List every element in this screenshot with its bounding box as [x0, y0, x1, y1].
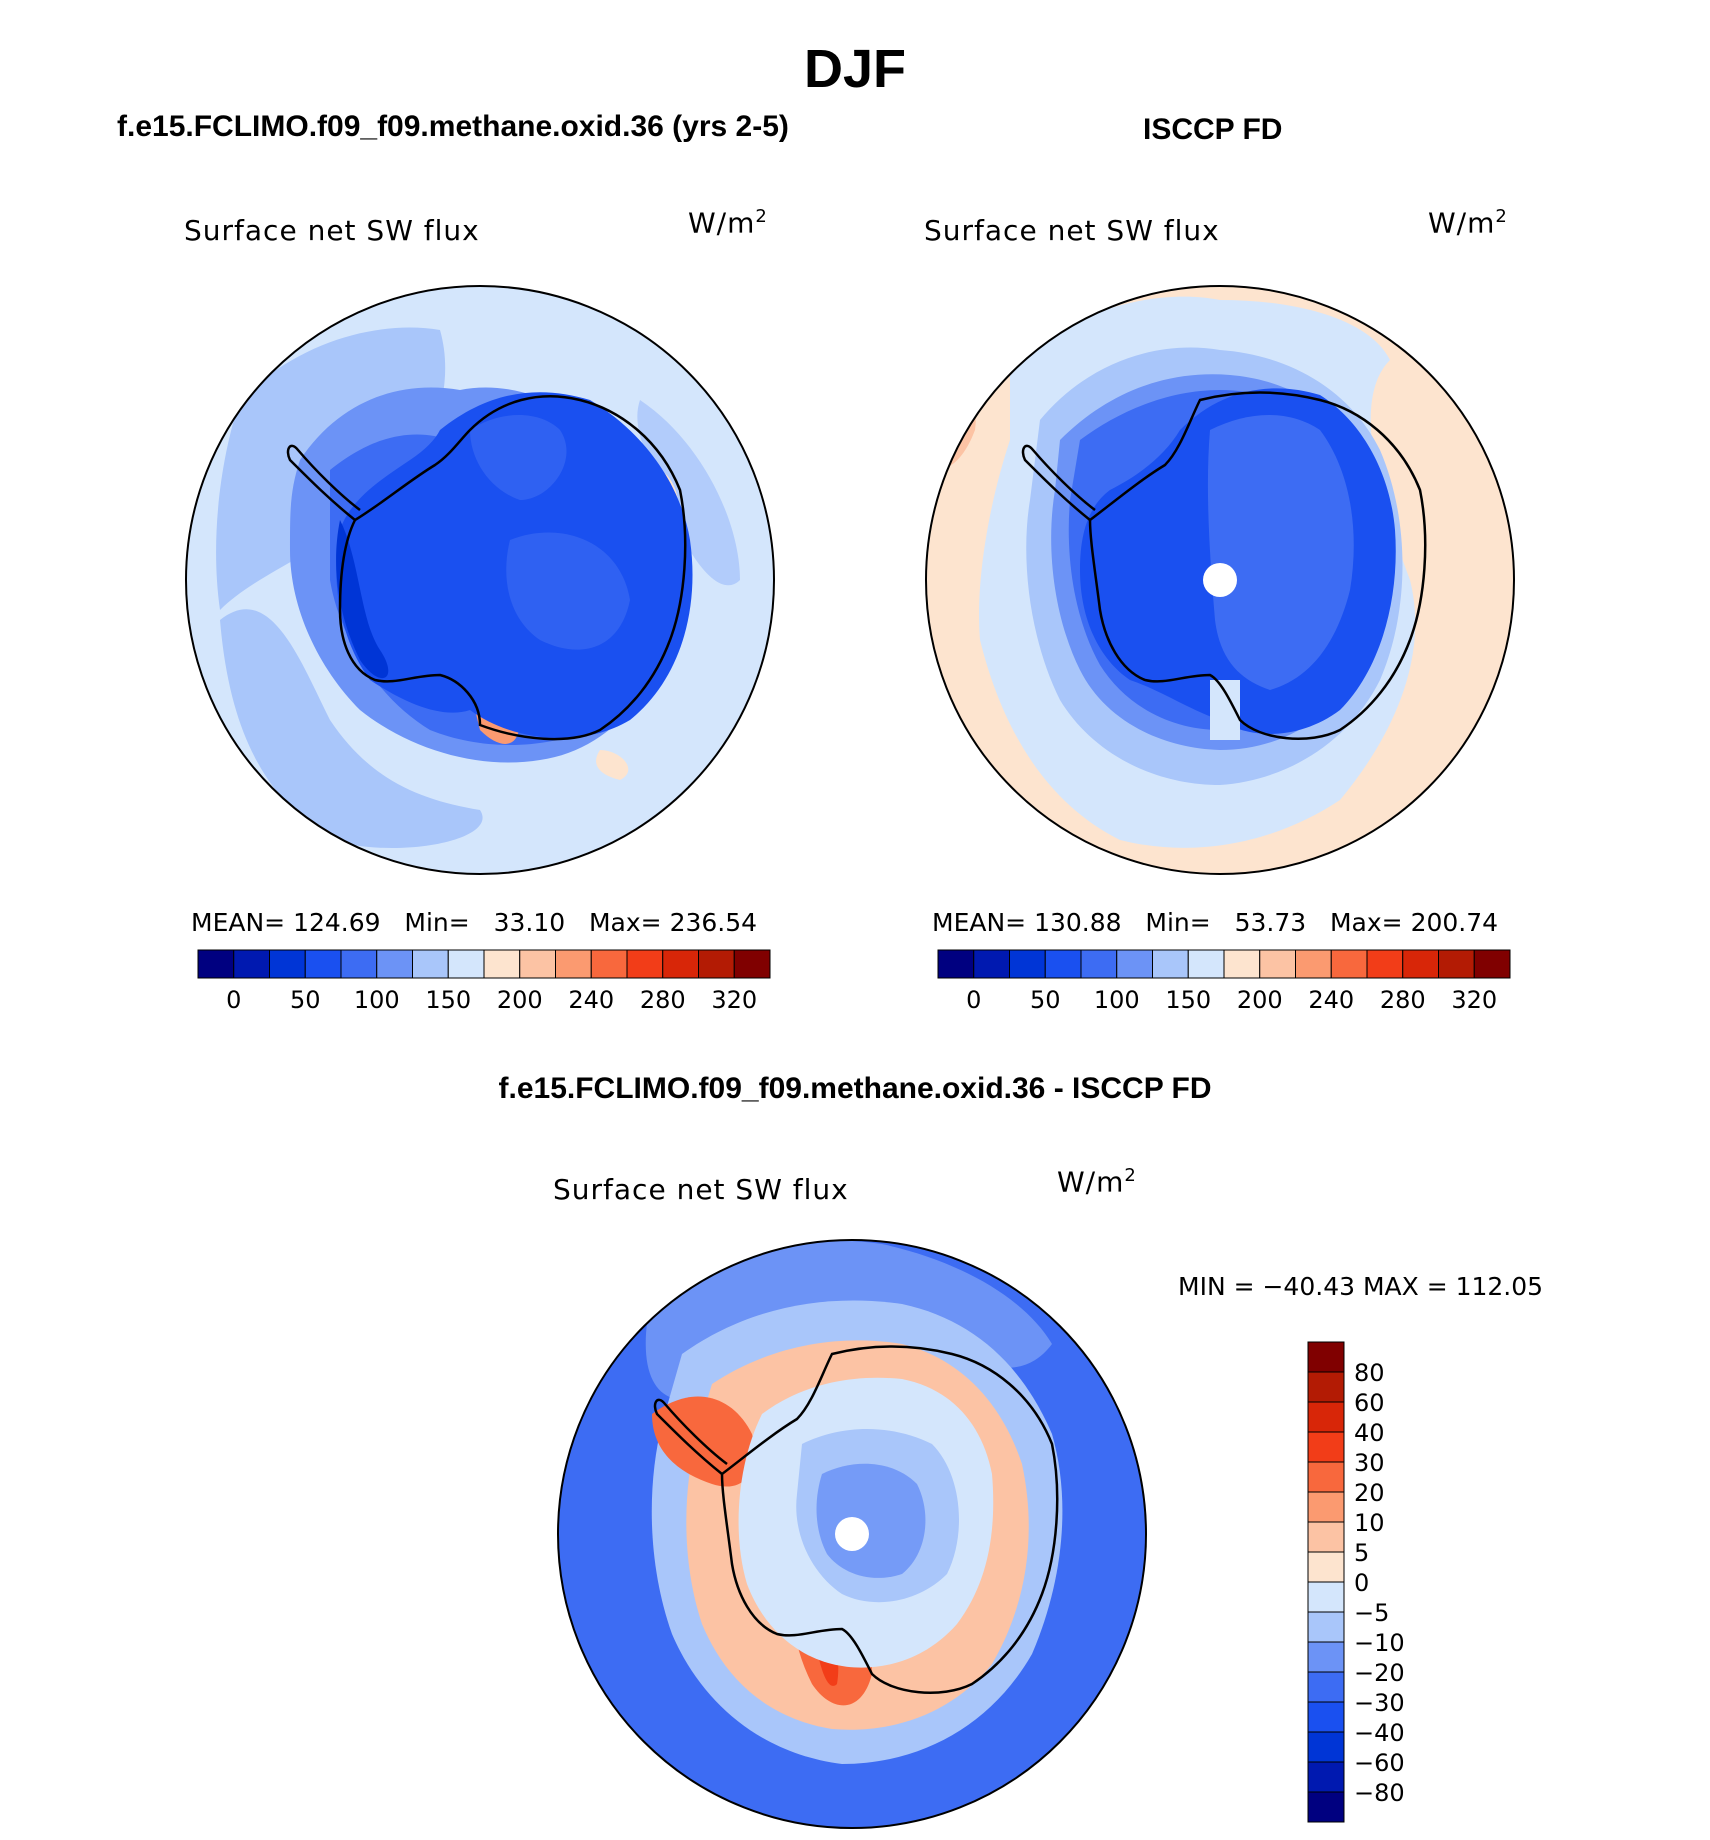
colorbar-tick-label: 100 — [1094, 986, 1140, 1014]
colorbar-swatch — [1307, 1641, 1345, 1673]
diff-stats: MIN = −40.43 MAX = 112.05 — [1178, 1272, 1544, 1301]
colorbar-tick-label: 80 — [1354, 1359, 1385, 1387]
colorbar-tick-label: −80 — [1354, 1779, 1405, 1807]
colorbar-tick-label: −60 — [1354, 1749, 1405, 1777]
colorbar-tick-label: 320 — [711, 986, 757, 1014]
colorbar-tick-label: 20 — [1354, 1479, 1385, 1507]
colorbar-swatch — [1473, 949, 1511, 979]
colorbar-swatch — [340, 949, 378, 979]
colorbar-tick-label: 60 — [1354, 1389, 1385, 1417]
colorbar-swatch — [412, 949, 449, 979]
colorbar-tick-label: 240 — [568, 986, 614, 1014]
colorbar-swatch — [590, 949, 628, 979]
diff-panel-heading: f.e15.FCLIMO.f09_f09.methane.oxid.36 - I… — [498, 1072, 1212, 1105]
colorbar-swatch — [1223, 949, 1261, 979]
colorbar-swatch — [1307, 1761, 1345, 1793]
colorbar-tick-label: 150 — [425, 986, 471, 1014]
colorbar-swatch — [1307, 1341, 1345, 1373]
diff-polar-map — [557, 1239, 1147, 1829]
obs-units: W/m2 — [1428, 206, 1508, 240]
colorbar-swatch — [1307, 1401, 1345, 1433]
colorbar-tick-label: −10 — [1354, 1629, 1405, 1657]
obs-panel-heading: ISCCP FD — [1143, 113, 1283, 146]
colorbar-swatch — [1307, 1701, 1345, 1733]
colorbar-tick-label: 150 — [1165, 986, 1211, 1014]
colorbar-tick-label: −5 — [1354, 1599, 1389, 1627]
colorbar-swatch — [1366, 949, 1404, 979]
colorbar-swatch — [233, 949, 270, 979]
colorbar-swatch — [1187, 949, 1225, 979]
colorbar-swatch — [698, 949, 735, 979]
colorbar-swatch — [1307, 1521, 1345, 1553]
colorbar-swatch — [1307, 1491, 1345, 1523]
colorbar-tick-label: 280 — [640, 986, 686, 1014]
colorbar-swatch — [1307, 1581, 1345, 1613]
obs-stats: MEAN= 130.88 Min= 53.73 Max= 200.74 — [932, 908, 1499, 937]
colorbar-swatch — [1438, 949, 1475, 979]
colorbar-swatch — [447, 949, 485, 979]
diff-field-label: Surface net SW flux — [553, 1173, 849, 1206]
colorbar-tick-label: −40 — [1354, 1719, 1405, 1747]
colorbar-tick-label: 0 — [226, 986, 241, 1014]
colorbar-swatch — [1080, 949, 1118, 979]
colorbar-tick-label: 280 — [1380, 986, 1426, 1014]
colorbar-swatch — [937, 949, 975, 979]
colorbar-swatch — [269, 949, 306, 979]
colorbar-swatch — [483, 949, 521, 979]
model-colorbar: 0 50 100 150 200 240 280 320 — [197, 949, 771, 1014]
colorbar-swatch — [1307, 1371, 1345, 1403]
colorbar-swatch — [1009, 949, 1046, 979]
main-title: DJF — [803, 39, 906, 99]
model-field-label: Surface net SW flux — [184, 214, 480, 247]
colorbar-swatch — [1330, 949, 1368, 979]
obs-field-label: Surface net SW flux — [924, 214, 1220, 247]
colorbar-swatch — [1307, 1791, 1345, 1823]
model-panel-heading: f.e15.FCLIMO.f09_f09.methane.oxid.36 (yr… — [117, 110, 789, 143]
colorbar-swatch — [626, 949, 664, 979]
obs-colorbar: 0 50 100 150 200 240 280 320 — [937, 949, 1511, 1014]
model-units: W/m2 — [688, 206, 768, 240]
colorbar-swatch — [1044, 949, 1082, 979]
colorbar-tick-label: 10 — [1354, 1509, 1385, 1537]
model-stats: MEAN= 124.69 Min= 33.10 Max= 236.54 — [191, 908, 758, 937]
colorbar-tick-label: 100 — [354, 986, 400, 1014]
colorbar-tick-label: 200 — [497, 986, 543, 1014]
colorbar-swatch — [1152, 949, 1189, 979]
colorbar-swatch — [197, 949, 235, 979]
model-polar-map — [185, 285, 775, 875]
colorbar-tick-label: 5 — [1354, 1539, 1369, 1567]
colorbar-tick-label: −30 — [1354, 1689, 1405, 1717]
colorbar-swatch — [1116, 949, 1153, 979]
colorbar-tick-label: 200 — [1237, 986, 1283, 1014]
colorbar-swatch — [973, 949, 1010, 979]
colorbar-swatch — [1307, 1431, 1345, 1463]
colorbar-swatch — [1295, 949, 1332, 979]
colorbar-swatch — [519, 949, 556, 979]
colorbar-swatch — [1259, 949, 1296, 979]
colorbar-tick-label: 0 — [966, 986, 981, 1014]
colorbar-tick-label: 0 — [1354, 1569, 1369, 1597]
colorbar-swatch — [1307, 1731, 1345, 1763]
colorbar-swatch — [1402, 949, 1439, 979]
colorbar-swatch — [1307, 1461, 1345, 1493]
colorbar-tick-label: 240 — [1308, 986, 1354, 1014]
diff-units: W/m2 — [1057, 1165, 1137, 1199]
colorbar-swatch — [1307, 1671, 1345, 1703]
colorbar-swatch — [304, 949, 342, 979]
colorbar-tick-label: −20 — [1354, 1659, 1405, 1687]
colorbar-tick-label: 40 — [1354, 1419, 1385, 1447]
colorbar-swatch — [662, 949, 699, 979]
colorbar-swatch — [1307, 1551, 1345, 1583]
obs-polar-map — [925, 285, 1515, 875]
colorbar-tick-label: 50 — [1030, 986, 1061, 1014]
colorbar-tick-label: 30 — [1354, 1449, 1385, 1477]
colorbar-swatch — [1307, 1611, 1345, 1643]
colorbar-tick-label: 50 — [290, 986, 321, 1014]
colorbar-swatch — [376, 949, 413, 979]
colorbar-swatch — [733, 949, 771, 979]
colorbar-tick-label: 320 — [1451, 986, 1497, 1014]
colorbar-swatch — [555, 949, 592, 979]
